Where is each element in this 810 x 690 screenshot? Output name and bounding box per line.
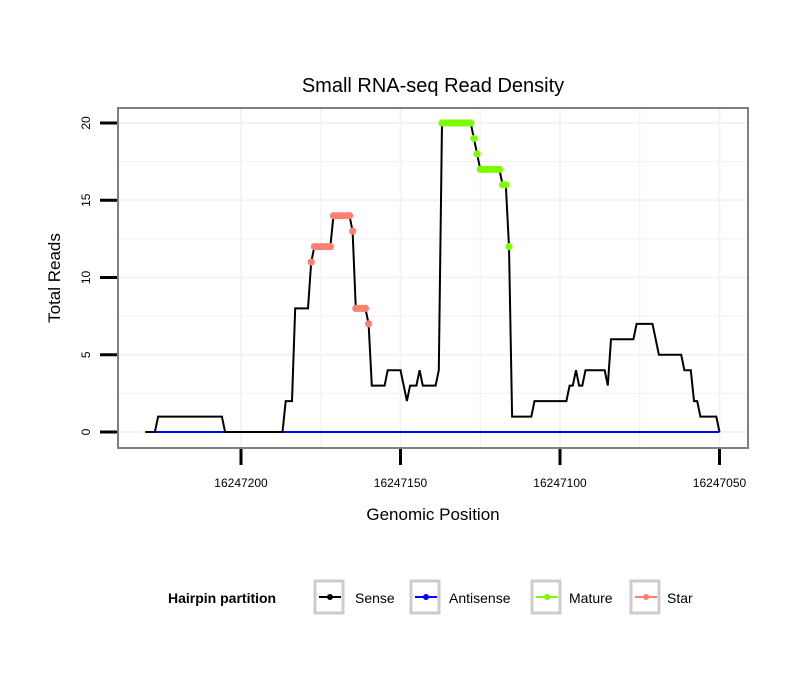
legend-label: Mature xyxy=(569,590,613,606)
x-tick-label: 16247200 xyxy=(214,476,268,490)
star-point xyxy=(345,212,354,220)
legend-label: Star xyxy=(667,590,693,606)
y-tick-label: 10 xyxy=(79,271,93,285)
mature-point xyxy=(473,150,481,158)
x-tick-label: 16247100 xyxy=(533,476,587,490)
mature-point xyxy=(470,134,478,143)
y-axis-label: Total Reads xyxy=(45,233,64,323)
mature-point xyxy=(467,119,475,127)
y-tick-label: 0 xyxy=(79,428,93,435)
legend-point xyxy=(423,594,429,600)
x-axis-label: Genomic Position xyxy=(366,505,499,524)
y-tick-label: 5 xyxy=(79,351,93,358)
y-axis: 0 5 10 15 20 xyxy=(79,116,117,435)
mature-point xyxy=(502,181,510,189)
legend-item-mature: Mature xyxy=(530,579,613,615)
legend-item-antisense: Antisense xyxy=(409,579,511,615)
legend-item-sense: Sense xyxy=(313,579,395,615)
star-point xyxy=(361,304,370,312)
legend-point xyxy=(327,594,333,600)
legend-item-star: Star xyxy=(629,579,693,615)
legend-label: Antisense xyxy=(449,590,511,606)
x-tick-label: 16247150 xyxy=(374,476,428,490)
star-point xyxy=(326,243,334,251)
y-tick-label: 20 xyxy=(79,116,93,130)
star-point xyxy=(365,320,373,328)
series-group xyxy=(145,119,721,433)
legend: Hairpin partition Sense Antisense Mature St… xyxy=(168,579,693,615)
chart-title: Small RNA-seq Read Density xyxy=(302,75,564,97)
y-tick-label: 15 xyxy=(79,193,93,207)
x-tick-label: 16247050 xyxy=(693,476,747,490)
series-sense-line xyxy=(145,122,721,433)
legend-label: Sense xyxy=(355,590,395,606)
legend-point xyxy=(643,594,649,600)
star-point xyxy=(307,258,315,266)
star-point xyxy=(349,227,357,235)
mature-point xyxy=(505,243,513,251)
mature-point xyxy=(495,165,503,173)
x-axis: 16247200 16247150 16247100 16247050 xyxy=(214,449,747,490)
legend-title: Hairpin partition xyxy=(168,590,276,606)
legend-point xyxy=(544,594,550,600)
